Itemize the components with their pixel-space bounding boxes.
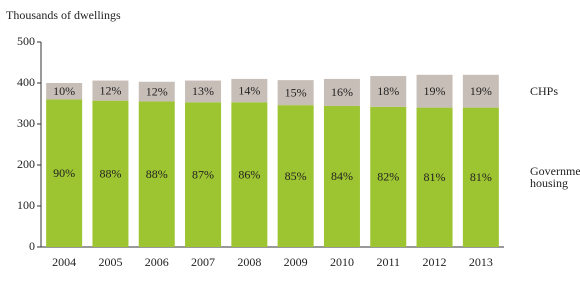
y-tick-label: 100: [17, 198, 35, 212]
share-label: 88%: [99, 167, 121, 181]
x-tick-label: 2012: [423, 255, 447, 269]
share-label: 88%: [146, 167, 168, 181]
bar-segment: [231, 102, 268, 248]
series-label: CHPs: [530, 84, 559, 99]
share-label: 16%: [331, 85, 353, 99]
bar-segment: [92, 80, 129, 101]
share-label: 13%: [192, 84, 214, 98]
y-axis-title: Thousands of dwellings: [6, 8, 121, 22]
y-tick-label: 500: [17, 34, 35, 48]
share-label: 18%: [377, 84, 399, 98]
y-tick-label: 300: [17, 116, 35, 130]
share-label: 10%: [53, 84, 75, 98]
bar-segment: [370, 106, 407, 247]
share-label: 85%: [285, 169, 307, 183]
x-tick-label: 2011: [376, 255, 400, 269]
share-label: 87%: [192, 167, 214, 181]
bar-segment: [92, 100, 129, 247]
bar-segment: [277, 105, 314, 247]
y-tick-label: 0: [29, 239, 35, 253]
y-tick-label: 200: [17, 157, 35, 171]
x-tick-label: 2005: [98, 255, 122, 269]
share-label: 15%: [285, 85, 307, 99]
bar-segment: [46, 99, 83, 248]
bar-segment: [323, 78, 360, 106]
bar-segment: [370, 76, 407, 107]
x-tick-label: 2008: [237, 255, 261, 269]
share-label: 14%: [238, 83, 260, 97]
bar-segment: [462, 74, 499, 108]
share-label: 19%: [424, 84, 446, 98]
bar-segment: [138, 101, 175, 247]
share-label: 90%: [53, 166, 75, 180]
x-tick-label: 2009: [284, 255, 308, 269]
share-label: 12%: [99, 83, 121, 97]
share-label: 84%: [331, 169, 353, 183]
series-label: Government housing: [530, 164, 580, 191]
bar-segment: [185, 80, 222, 103]
x-tick-label: 2006: [145, 255, 169, 269]
x-tick-label: 2010: [330, 255, 354, 269]
bar-segment: [185, 102, 222, 248]
bar-segment: [277, 80, 314, 106]
bar-segment: [46, 83, 83, 100]
bar-segment: [231, 78, 268, 103]
bar-segment: [138, 81, 175, 102]
x-tick-label: 2007: [191, 255, 215, 269]
bar-segment: [416, 74, 453, 108]
x-tick-label: 2004: [52, 255, 76, 269]
share-label: 81%: [470, 170, 492, 184]
bar-segment: [462, 107, 499, 247]
share-label: 86%: [238, 167, 260, 181]
x-tick-label: 2013: [469, 255, 493, 269]
share-label: 82%: [377, 170, 399, 184]
share-label: 12%: [146, 84, 168, 98]
share-label: 81%: [424, 170, 446, 184]
y-tick-label: 400: [17, 75, 35, 89]
bar-segment: [416, 107, 453, 247]
bar-segment: [323, 105, 360, 248]
share-label: 19%: [470, 84, 492, 98]
